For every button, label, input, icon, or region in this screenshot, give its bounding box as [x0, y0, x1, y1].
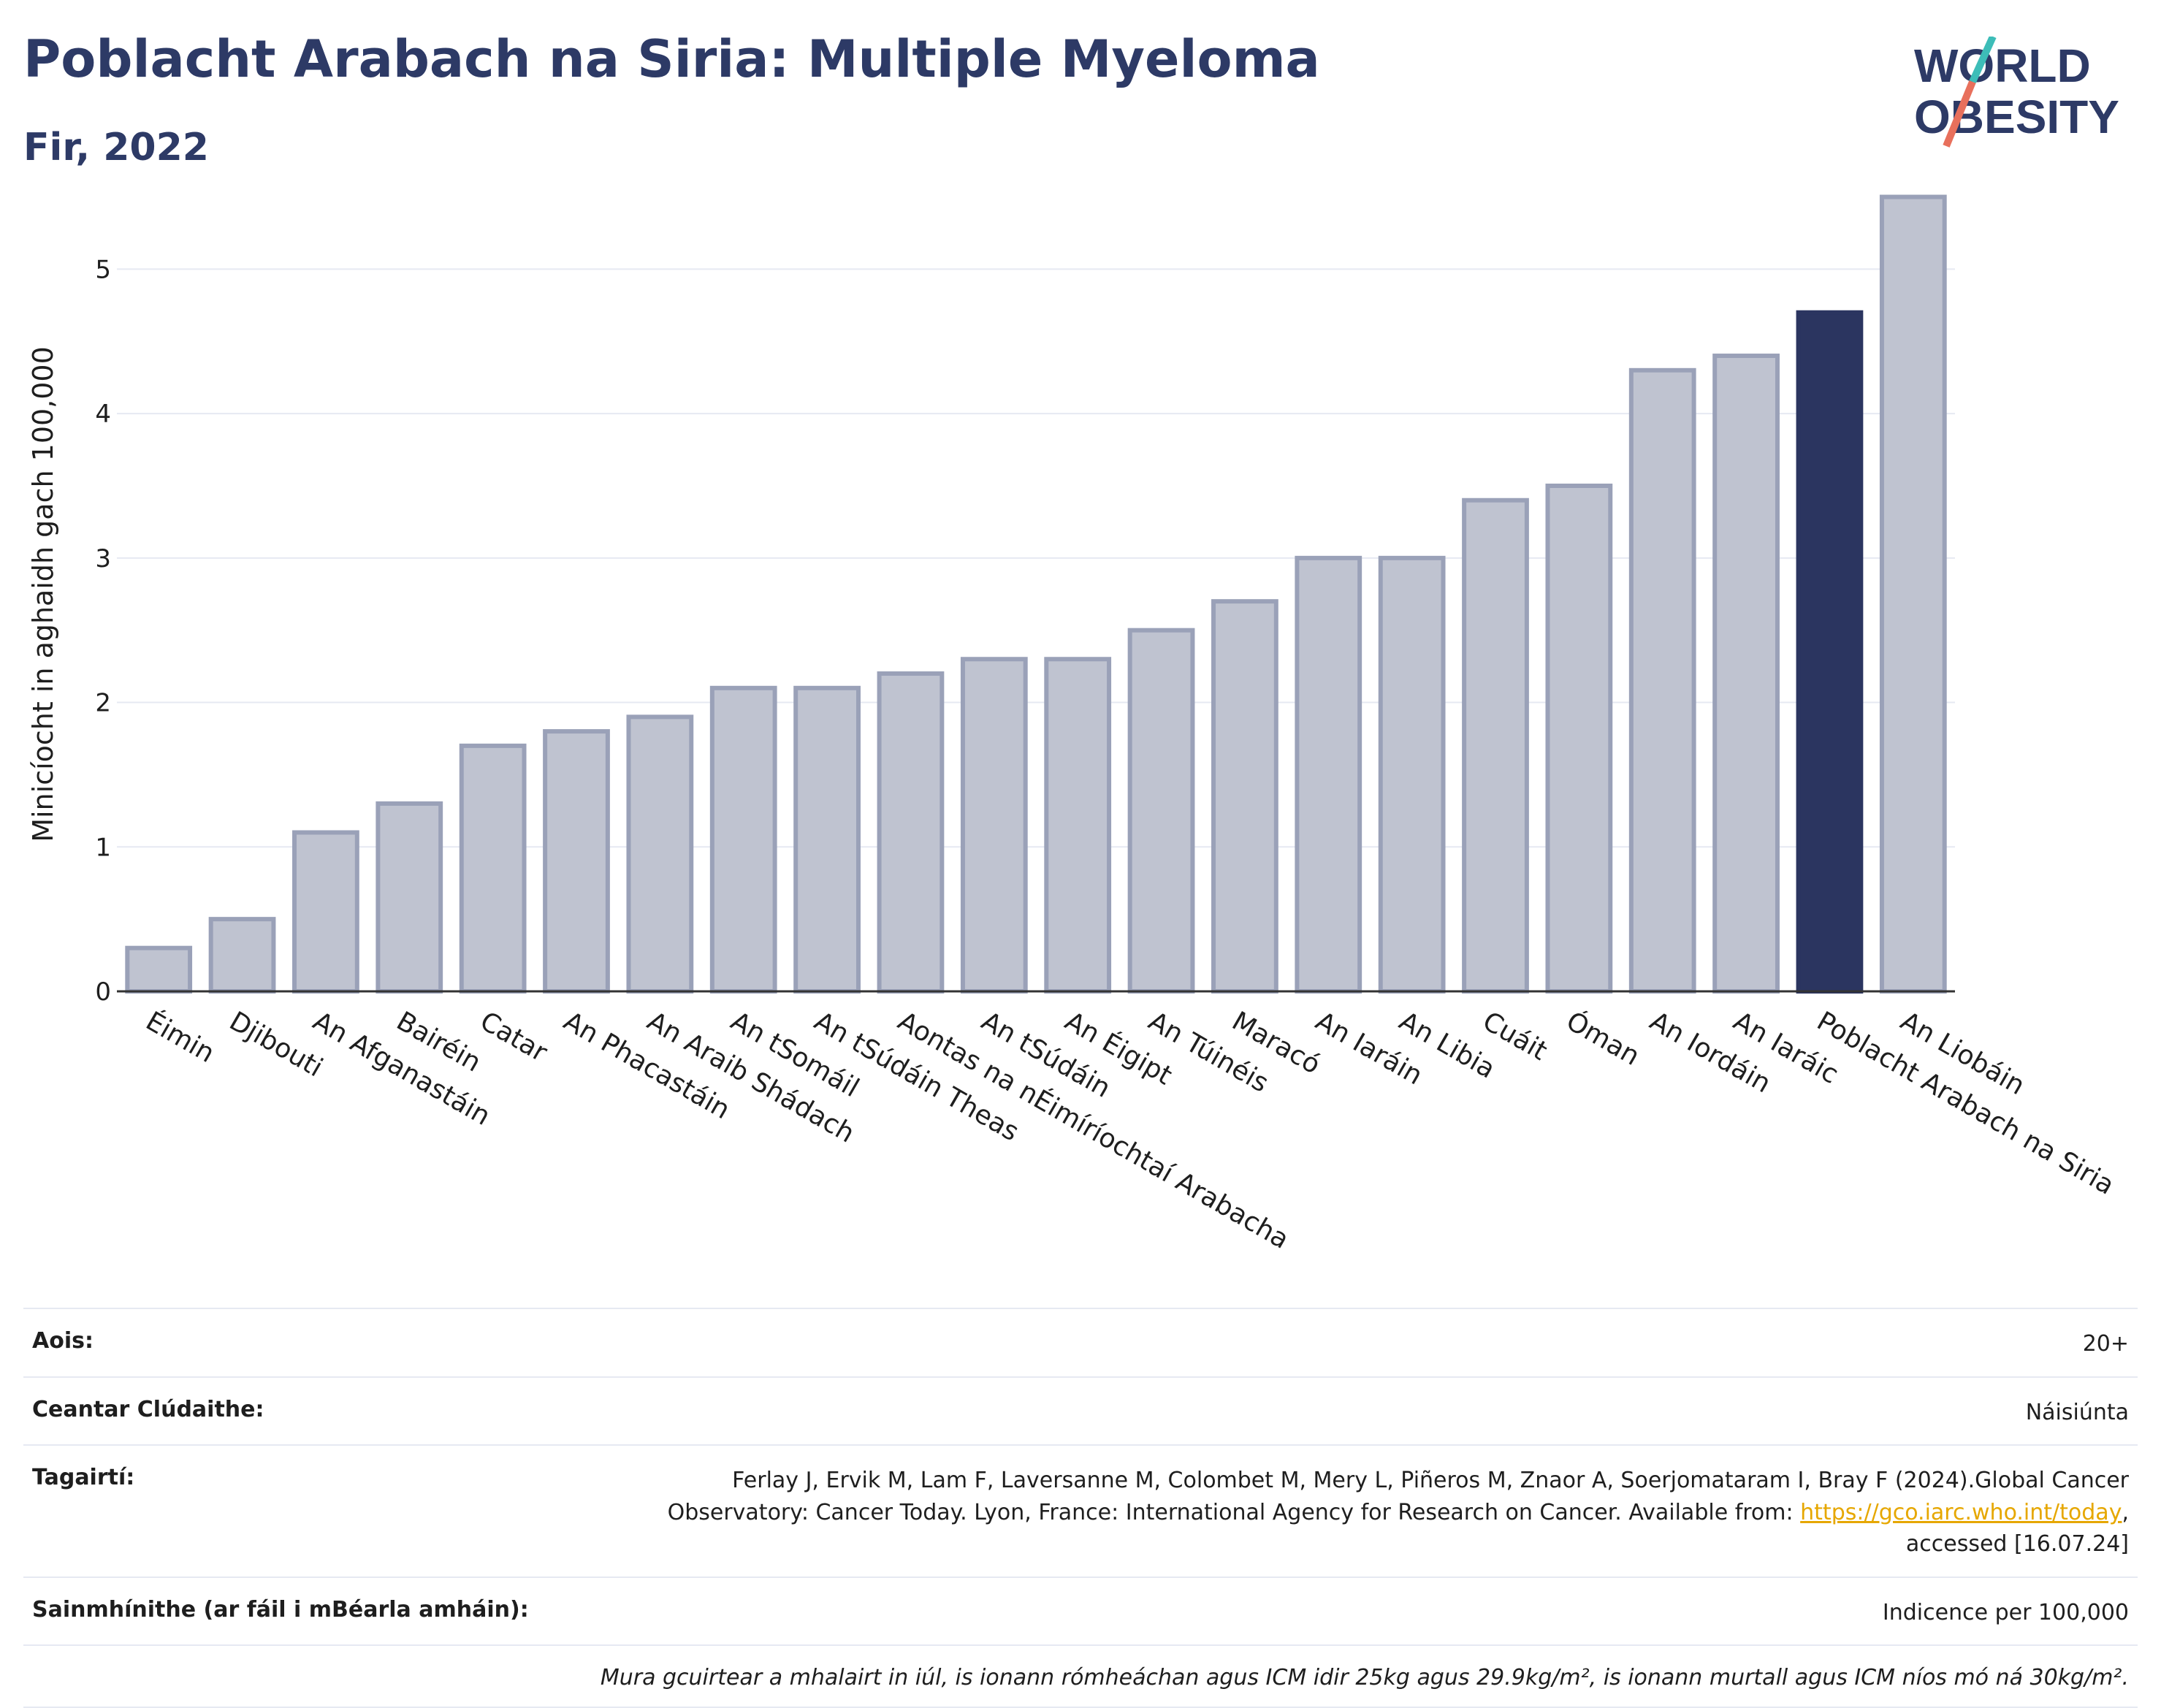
- y-tick-label: 0: [95, 977, 111, 1007]
- y-axis-label: Minicíocht in aghaidh gach 100,000: [27, 346, 59, 842]
- bar: [793, 685, 861, 994]
- bar: [1295, 555, 1362, 994]
- category-label: Djibouti: [224, 1006, 327, 1083]
- bar: [709, 685, 777, 994]
- y-tick-label: 1: [95, 833, 111, 862]
- bar: [543, 729, 610, 994]
- bar: [1127, 628, 1195, 994]
- reference-line-2-end: ,: [2122, 1499, 2129, 1525]
- page-subtitle: Fir, 2022: [23, 126, 209, 169]
- category-label: Éimin: [141, 1005, 220, 1069]
- y-tick-label: 5: [95, 255, 111, 284]
- bar: [1712, 354, 1780, 994]
- bar: [459, 743, 527, 994]
- info-row-definitions: Sainmhínithe (ar fáil i mBéarla amháin):…: [23, 1576, 2138, 1645]
- bar: [1879, 194, 1947, 994]
- bar: [1628, 367, 1696, 994]
- bar: [877, 671, 945, 994]
- bmi-note: Mura gcuirtear a mhalairt in iúl, is ion…: [600, 1665, 2129, 1690]
- info-row-note: Mura gcuirtear a mhalairt in iúl, is ion…: [23, 1644, 2138, 1708]
- info-row-area: Ceantar Clúdaithe: Náisiúnta: [23, 1376, 2138, 1445]
- bar: [626, 714, 694, 994]
- reference-line-1: Ferlay J, Ervik M, Lam F, Laversanne M, …: [732, 1468, 2129, 1493]
- info-row-age: Aois: 20+: [23, 1308, 2138, 1376]
- references-value: Ferlay J, Ervik M, Lam F, Laversanne M, …: [668, 1465, 2129, 1560]
- bar: [376, 801, 443, 994]
- area-value: Náisiúnta: [2025, 1399, 2129, 1425]
- bar: [1462, 497, 1529, 994]
- area-label: Ceantar Clúdaithe:: [32, 1396, 264, 1422]
- y-tick-label: 3: [95, 544, 111, 573]
- category-label: Óman: [1561, 1005, 1645, 1072]
- category-label: Poblacht Arabach na Siria: [1812, 1006, 2119, 1201]
- bar: [208, 917, 276, 994]
- page-title: Poblacht Arabach na Siria: Multiple Myel…: [23, 29, 1320, 89]
- bar: [1378, 555, 1446, 994]
- logo-slash-teal: [1969, 37, 1997, 84]
- bar: [1545, 483, 1613, 994]
- reference-link[interactable]: https://gco.iarc.who.int/today: [1800, 1499, 2122, 1525]
- y-tick-label: 4: [95, 400, 111, 429]
- bars: [117, 194, 1955, 994]
- bar: [960, 657, 1028, 994]
- logo-word-world: WORLD: [1914, 39, 2091, 92]
- bar: [125, 945, 193, 994]
- age-value: 20+: [2082, 1331, 2129, 1357]
- bar: [1796, 310, 1864, 994]
- y-ticks: 0 1 2 3 4 5: [95, 255, 111, 1007]
- bar: [1044, 657, 1112, 994]
- bar: [292, 830, 359, 994]
- definitions-value: Indicence per 100,000: [1882, 1599, 2129, 1625]
- info-row-references: Tagairtí: Ferlay J, Ervik M, Lam F, Lave…: [23, 1444, 2138, 1577]
- reference-line-3: accessed [16.07.24]: [1905, 1531, 2129, 1557]
- definitions-label: Sainmhínithe (ar fáil i mBéarla amháin):: [32, 1596, 529, 1623]
- bar: [1211, 599, 1278, 994]
- y-tick-label: 2: [95, 689, 111, 718]
- logo-slash-coral: [1943, 80, 1976, 148]
- age-label: Aois:: [32, 1328, 94, 1354]
- info-table: Aois: 20+ Ceantar Clúdaithe: Náisiúnta T…: [23, 1308, 2138, 1708]
- references-label: Tagairtí:: [32, 1465, 135, 1490]
- world-obesity-logo: WORLD OBESITY: [1914, 37, 2119, 148]
- reference-line-2: Observatory: Cancer Today. Lyon, France:…: [667, 1499, 1801, 1525]
- category-label: Catar: [475, 1006, 552, 1068]
